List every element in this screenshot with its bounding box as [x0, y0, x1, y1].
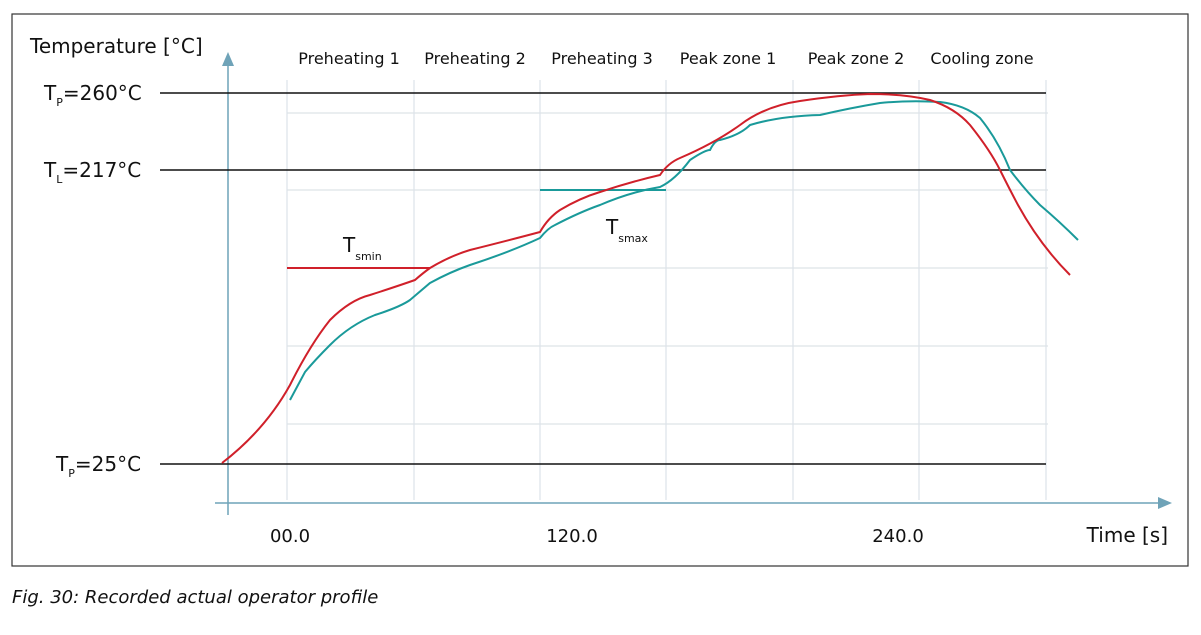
zone-label: Peak zone 2: [808, 49, 905, 68]
symbol: T: [342, 233, 356, 257]
text: =217°C: [62, 158, 141, 182]
zone-label: Preheating 3: [551, 49, 653, 68]
sub: P: [56, 96, 63, 109]
zone-label: Cooling zone: [930, 49, 1033, 68]
sub: smin: [355, 250, 382, 263]
sensor-curve: [289, 100, 1079, 401]
sub: smax: [618, 232, 648, 245]
level-lines: [160, 92, 1046, 465]
x-axis-label: Time [s]: [1086, 523, 1168, 547]
zone-label: Preheating 2: [424, 49, 526, 68]
sub: P: [68, 467, 75, 480]
zone-label: Peak zone 1: [680, 49, 777, 68]
caption: Fig. 30: Recorded actual operator profil…: [12, 587, 378, 608]
axes: [215, 52, 1172, 515]
symbol: T: [605, 215, 619, 239]
x-label: 240.0: [872, 526, 924, 547]
level-label: TL=217°C: [43, 158, 141, 186]
profile-curve: [221, 92, 1071, 464]
symbol: T: [43, 158, 57, 182]
zone-labels: Preheating 1 Preheating 2 Preheating 3 P…: [298, 49, 1033, 68]
grid: [286, 80, 1048, 500]
level-labels: TP=260°C TL=217°C TP=25°C: [43, 81, 142, 480]
annotation: Tsmin: [342, 233, 382, 263]
x-label: 120.0: [546, 526, 598, 547]
text: =260°C: [63, 81, 142, 105]
level-label: TP=25°C: [55, 452, 141, 480]
x-label: 00.0: [270, 526, 310, 547]
annotation: Tsmax: [605, 215, 648, 245]
text: =25°C: [75, 452, 141, 476]
y-axis-label: Temperature [°C]: [29, 34, 203, 58]
symbol: T: [55, 452, 69, 476]
symbol: T: [43, 81, 57, 105]
sub: L: [56, 173, 63, 186]
x-labels: 00.0 120.0 240.0: [270, 526, 924, 547]
zone-label: Preheating 1: [298, 49, 400, 68]
level-label: TP=260°C: [43, 81, 142, 109]
frame: [11, 13, 1189, 567]
